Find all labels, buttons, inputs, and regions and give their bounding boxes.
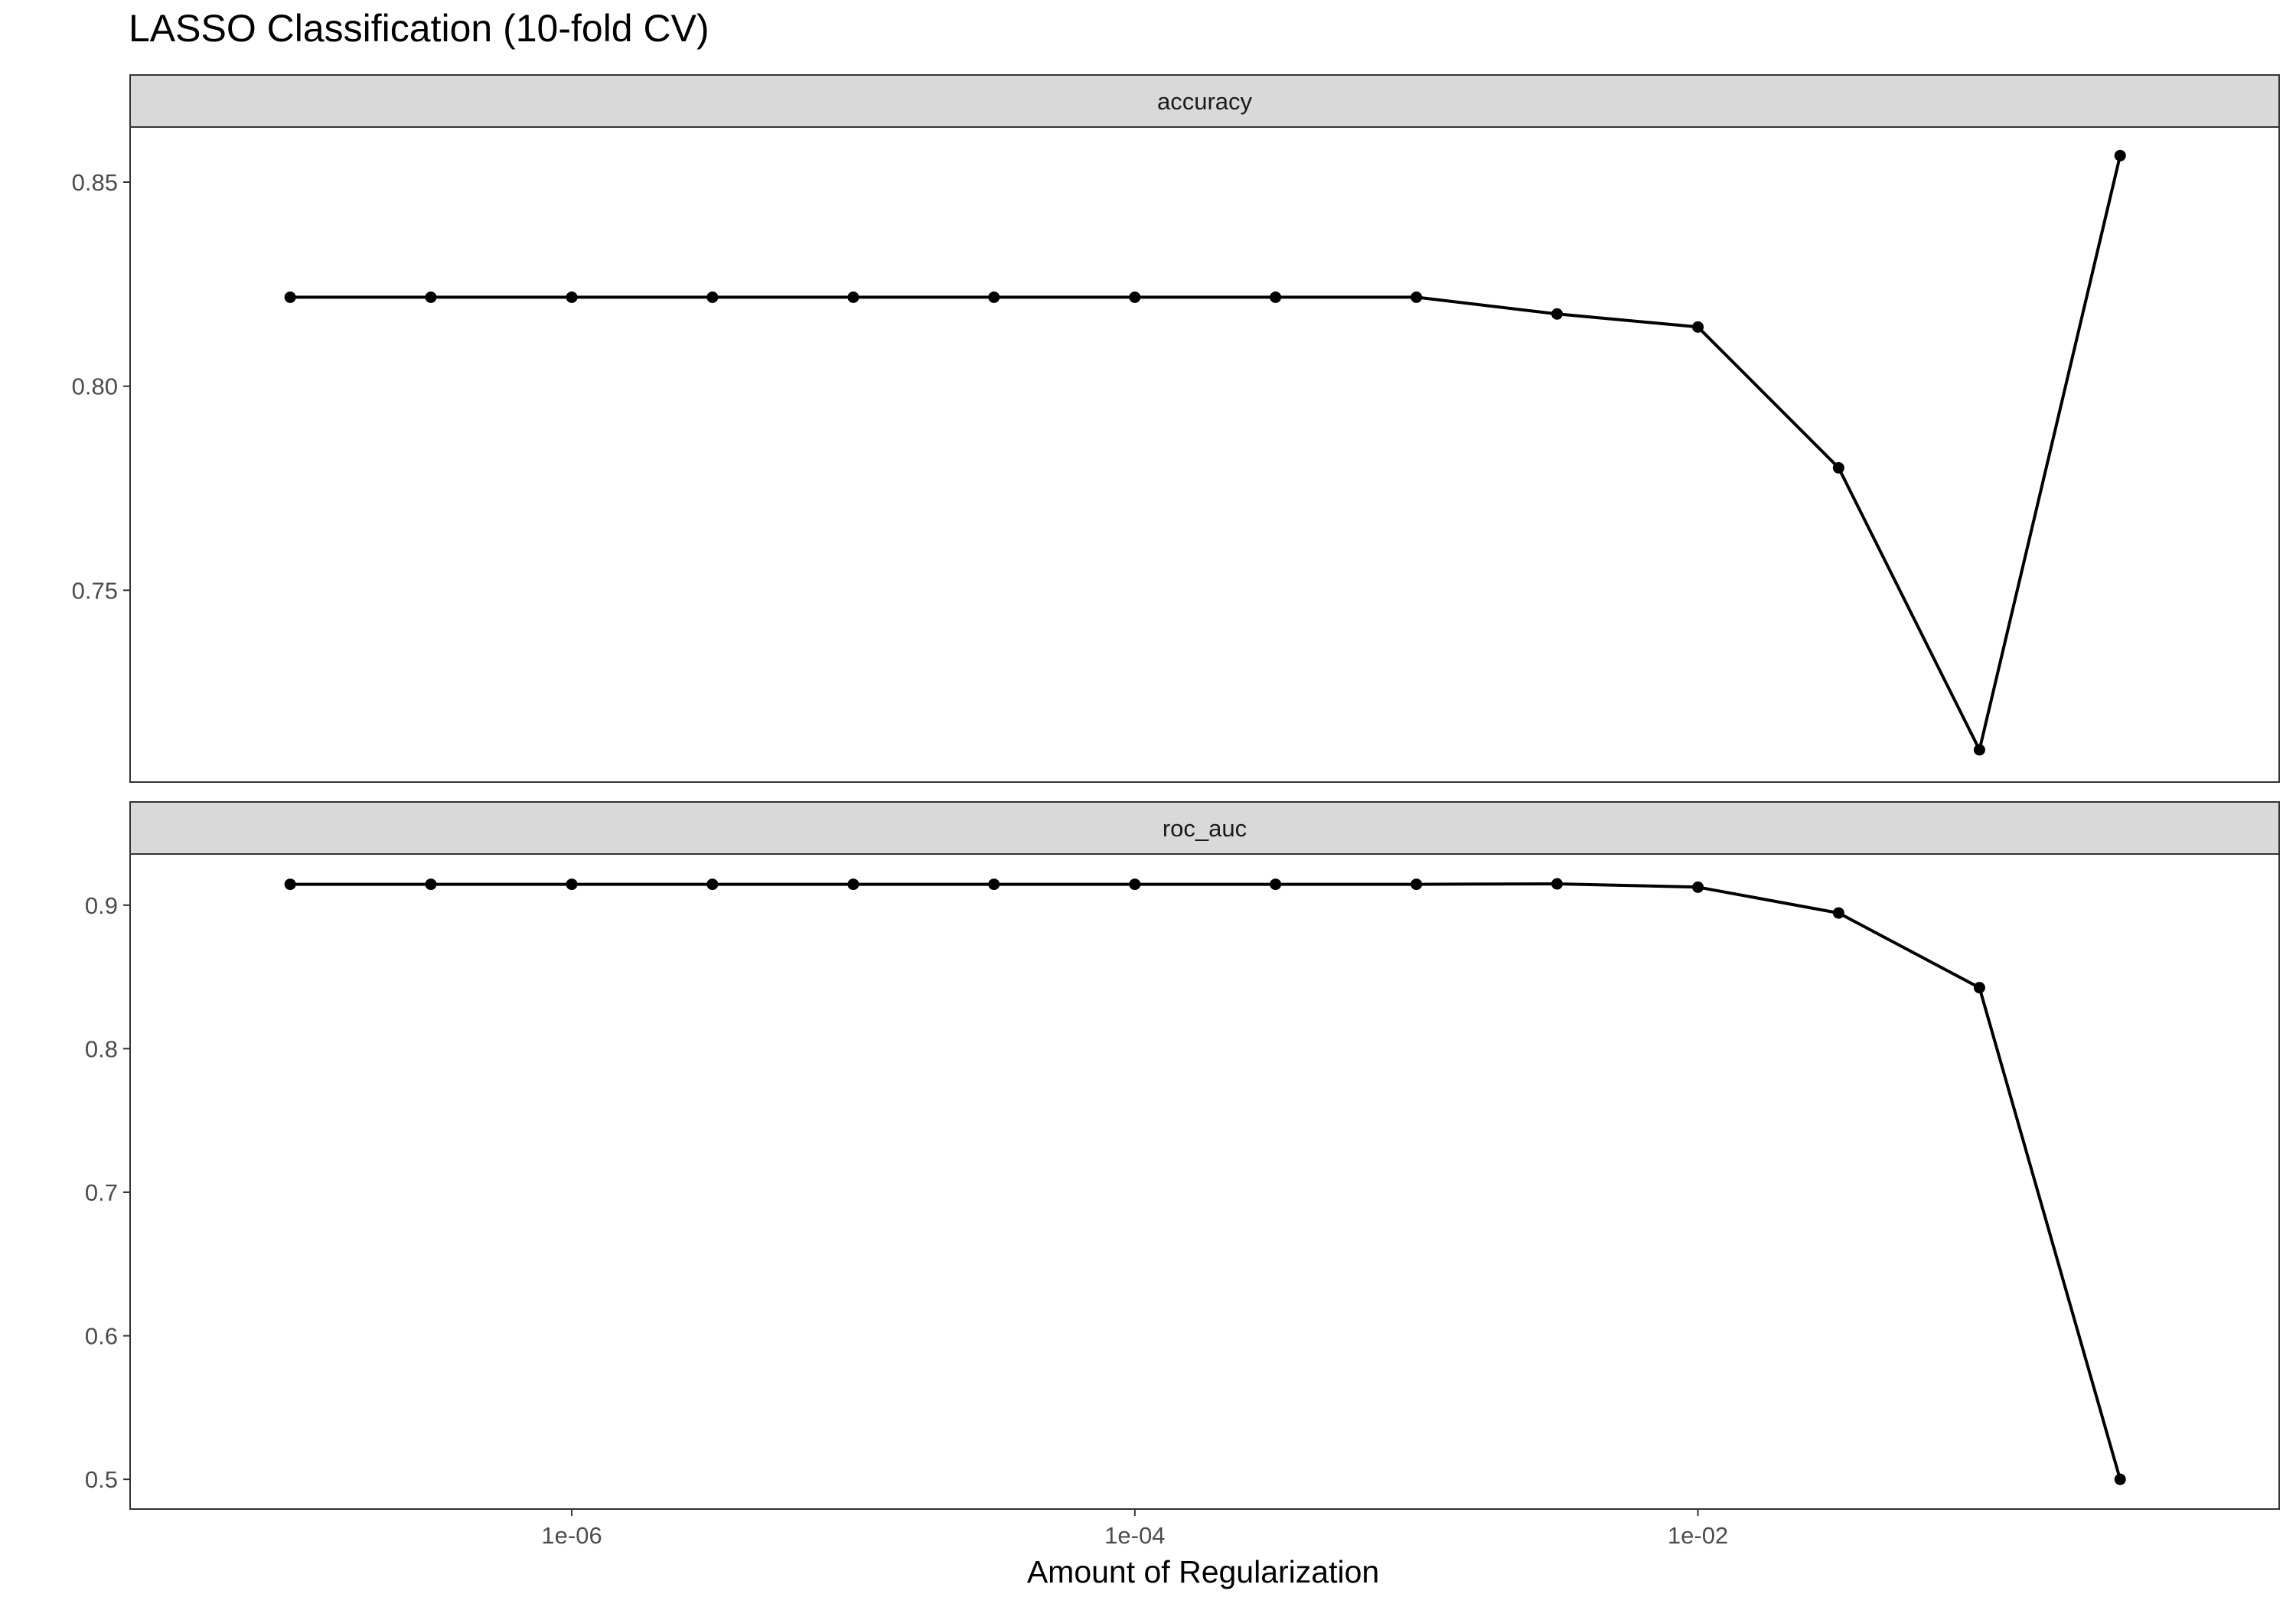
data-point (1270, 878, 1282, 891)
y-tick-label: 0.6 (85, 1323, 118, 1350)
data-point (425, 291, 437, 303)
data-point (2114, 1473, 2126, 1485)
data-point (1832, 907, 1844, 919)
data-point (284, 878, 296, 891)
x-axis: 1e-06 1e-04 1e-02 (541, 1509, 1728, 1549)
data-point (1692, 321, 1704, 333)
facet-strip-label: accuracy (1157, 88, 1253, 115)
y-tick-label: 0.80 (72, 373, 118, 400)
x-axis-title: Amount of Regularization (1027, 1554, 1379, 1589)
panel-border (129, 126, 2280, 783)
data-point (706, 291, 719, 303)
y-tick-label: 0.8 (85, 1035, 118, 1062)
panel-border (129, 853, 2280, 1510)
facet-panel-roc-auc: roc_auc 0.5 0.6 0.7 0.8 0.9 (85, 801, 2280, 1510)
data-point (1692, 881, 1704, 893)
y-tick-label: 0.7 (85, 1179, 118, 1206)
data-point (706, 878, 719, 891)
data-point (1551, 308, 1563, 320)
facet-panels: accuracy 0.75 0.80 0.85 roc_auc 0.5 0.6 0.7 0.8 0… (72, 74, 2280, 1510)
y-tick-label: 0.85 (72, 169, 118, 196)
data-point (566, 878, 578, 891)
data-point (1973, 982, 1985, 994)
data-point (1129, 291, 1141, 303)
data-point (847, 878, 859, 891)
data-point (1411, 291, 1423, 303)
data-point (988, 291, 1000, 303)
y-tick-label: 0.75 (72, 577, 118, 604)
series-line (290, 155, 2122, 751)
chart-title: LASSO Classification (10-fold CV) (129, 7, 709, 50)
data-point (425, 878, 437, 891)
data-point (1129, 878, 1141, 891)
data-point (1270, 291, 1282, 303)
facet-strip-label: roc_auc (1163, 815, 1247, 842)
data-point (566, 291, 578, 303)
data-point (1411, 878, 1423, 891)
x-tick-label: 1e-04 (1104, 1522, 1165, 1549)
data-point (1551, 878, 1563, 890)
facet-strip (129, 801, 2280, 855)
y-tick-label: 0.5 (85, 1466, 118, 1493)
series-line (290, 882, 2122, 1480)
y-tick-label: 0.9 (85, 892, 118, 919)
x-tick-label: 1e-06 (541, 1522, 602, 1549)
data-point (847, 291, 859, 303)
facet-panel-accuracy: accuracy 0.75 0.80 0.85 (72, 74, 2280, 783)
data-point (2114, 149, 2126, 161)
facet-strip (129, 74, 2280, 128)
data-point (284, 291, 296, 303)
data-point (1973, 744, 1985, 756)
x-tick-label: 1e-02 (1668, 1522, 1728, 1549)
data-point (1832, 461, 1844, 474)
data-point (988, 878, 1000, 891)
